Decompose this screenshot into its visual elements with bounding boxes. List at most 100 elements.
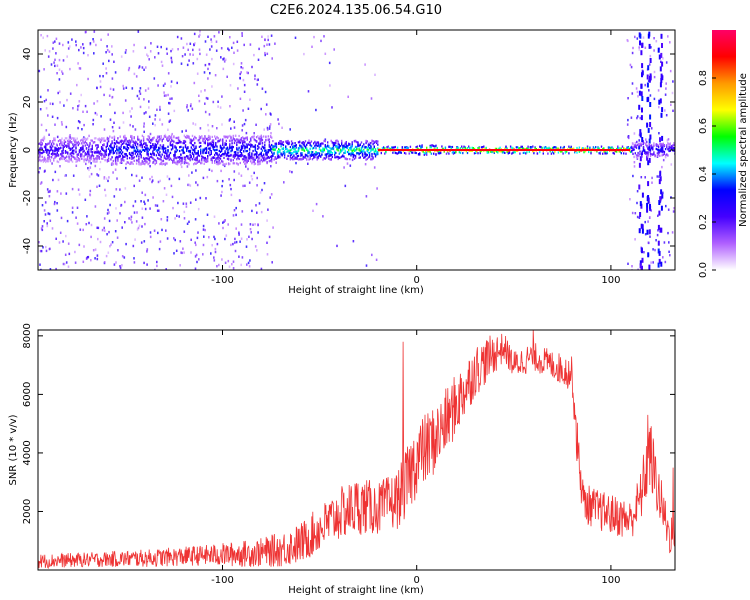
spectrogram-cell — [86, 155, 89, 158]
spectrogram-cell — [120, 158, 123, 161]
spectrogram-cell — [252, 160, 254, 163]
spectrogram-cell — [193, 149, 195, 152]
spectrogram-cell — [527, 145, 529, 148]
spectrogram-cell — [49, 219, 52, 222]
spectrogram-cell — [247, 154, 250, 157]
spectrogram-cell — [67, 139, 69, 142]
spectrogram-cell — [174, 154, 176, 157]
spectrogram-cell — [120, 55, 123, 58]
spectrogram-cell — [668, 149, 670, 153]
spectrogram-cell — [317, 142, 320, 145]
spectrogram-cell — [169, 142, 172, 146]
spectrogram-cell — [246, 238, 248, 241]
spectrogram-cell — [196, 183, 199, 187]
spectrogram-cell — [202, 150, 204, 153]
spectrogram-cell — [134, 140, 137, 143]
spectrogram-cell — [165, 150, 167, 153]
spectrogram-cell — [657, 144, 660, 147]
spectrogram-cell — [466, 147, 469, 150]
spectrogram-cell — [641, 192, 644, 198]
spectrogram-cell — [266, 241, 268, 244]
spectrogram-cell — [310, 153, 313, 156]
spectrogram-cell — [233, 170, 236, 173]
spectrogram-cell — [170, 56, 173, 60]
spectrogram-cell — [64, 137, 67, 140]
spectrogram-cell — [434, 150, 436, 153]
spectrogram-cell — [235, 240, 238, 244]
spectrogram-cell — [241, 158, 244, 161]
spectrogram-cell — [218, 162, 220, 165]
spectrogram-cell — [186, 155, 188, 158]
spectrogram-cell — [138, 65, 141, 68]
spectrogram-cell — [148, 157, 151, 160]
spectrogram-cell — [118, 142, 120, 145]
spectrogram-cell — [111, 136, 113, 139]
spectrogram-cell — [59, 231, 62, 234]
spectrogram-cell — [119, 140, 121, 143]
spectrogram-cell — [127, 147, 130, 150]
spectrogram-cell — [232, 41, 235, 45]
spectrogram-cell — [342, 154, 344, 158]
spectrogram-cell — [188, 183, 190, 186]
spectrogram-cell — [645, 151, 647, 154]
spectrogram-cell — [671, 146, 674, 149]
spectrogram-cell — [240, 145, 243, 148]
spectrogram-cell — [300, 154, 302, 157]
spectrogram-cell — [459, 151, 462, 154]
spectrogram-cell — [632, 174, 634, 178]
spectrogram-cell — [68, 157, 70, 160]
spectrogram-cell — [261, 188, 263, 192]
spectrogram-cell — [336, 155, 338, 158]
y-tick-label: 6000 — [22, 382, 33, 407]
spectrogram-cell — [78, 67, 81, 70]
spectrogram-cell — [424, 152, 427, 155]
spectrogram-cell — [198, 159, 201, 162]
spectrogram-cell — [371, 153, 373, 156]
spectrogram-cell — [666, 146, 668, 149]
spectrogram-cell — [100, 38, 102, 41]
spectrogram-cell — [331, 155, 333, 159]
spectrogram-cell — [269, 147, 272, 150]
spectrogram-cell — [267, 38, 269, 42]
spectrogram-cell — [653, 151, 655, 154]
spectrogram-cell — [214, 250, 217, 254]
spectrogram-cell — [133, 43, 135, 47]
spectrogram-cell — [93, 30, 96, 33]
spectrogram-cell — [228, 48, 230, 52]
spectrogram-cell — [656, 154, 659, 158]
y-tick-label: 4000 — [22, 440, 33, 465]
spectrogram-cell — [240, 66, 242, 69]
spectrogram-cell — [433, 145, 435, 148]
spectrogram-cell — [115, 207, 117, 210]
spectrogram-cell — [641, 72, 643, 78]
spectrogram-cell — [206, 213, 209, 216]
spectrogram-cell — [483, 145, 485, 148]
spectrogram-cell — [270, 165, 272, 168]
spectrogram-cell — [246, 71, 248, 74]
spectrogram-cell — [124, 99, 127, 102]
spectrogram-cell — [664, 154, 667, 157]
spectrogram-cell — [130, 218, 132, 221]
spectrogram-cell — [665, 114, 668, 117]
spectrogram-cell — [99, 240, 102, 244]
spectrogram-cell — [186, 148, 188, 151]
spectrogram-cell — [222, 142, 224, 145]
spectrogram-cell — [421, 144, 423, 147]
spectrogram-cell — [330, 150, 332, 154]
spectrogram-cell — [375, 152, 378, 155]
spectrogram-cell — [158, 139, 160, 142]
spectrogram-cell — [124, 136, 126, 139]
spectrogram-cell — [106, 138, 109, 141]
spectrogram-cell — [117, 158, 119, 161]
spectrogram-cell — [89, 160, 91, 163]
spectrogram-cell — [659, 154, 661, 157]
spectrogram-cell — [135, 174, 138, 178]
spectrogram-cell — [133, 141, 135, 144]
spectrogram-cell — [103, 143, 105, 146]
spectrogram-cell — [151, 138, 153, 142]
spectrogram-cell — [113, 144, 116, 147]
spectrogram-cell — [274, 144, 276, 148]
spectrogram-cell — [364, 156, 366, 159]
spectrogram-cell — [329, 147, 331, 150]
spectrogram-cell — [645, 142, 647, 145]
